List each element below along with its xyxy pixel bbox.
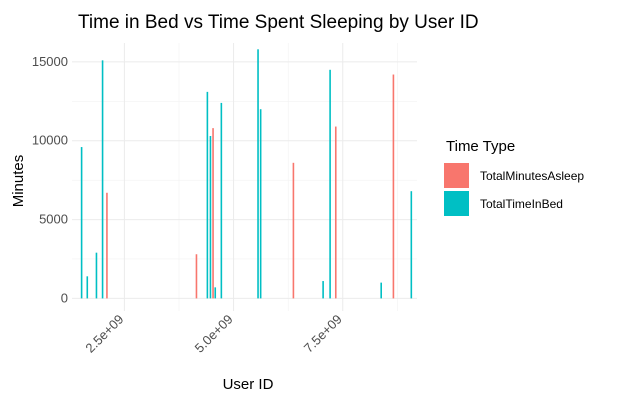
y-tick-label: 15000 — [32, 54, 68, 69]
plot-bars — [80, 49, 413, 299]
x-tick-label: 7.5e+09 — [301, 312, 345, 356]
bar — [322, 281, 324, 299]
bar — [106, 192, 108, 299]
legend-key — [444, 191, 469, 216]
legend-label: TotalMinutesAsleep — [480, 169, 584, 183]
bar — [329, 69, 331, 299]
bar — [206, 91, 209, 299]
bar — [86, 276, 89, 299]
legend-key — [444, 163, 469, 188]
series-TotalMinutesAsleep — [106, 74, 395, 299]
bar — [259, 109, 262, 299]
bar — [212, 128, 214, 299]
y-tick-label: 10000 — [32, 133, 68, 148]
bar — [334, 126, 337, 299]
legend: Time Type TotalMinutesAsleep TotalTimeInB… — [444, 138, 584, 216]
y-tick-label: 0 — [61, 290, 68, 305]
bar — [220, 102, 223, 299]
bar — [101, 60, 104, 299]
bar — [410, 191, 413, 299]
legend-title: Time Type — [446, 138, 515, 155]
bar — [392, 74, 395, 299]
y-tick-label: 5000 — [39, 212, 68, 227]
bar — [214, 287, 217, 299]
y-axis-title: Minutes — [10, 155, 27, 208]
x-tick-label: 5.0e+09 — [192, 312, 236, 356]
bar — [292, 162, 295, 299]
grid — [72, 43, 417, 311]
y-axis-ticks: 0 5000 10000 15000 — [32, 54, 68, 305]
chart-title: Time in Bed vs Time Spent Sleeping by Us… — [78, 12, 479, 33]
x-tick-label: 2.5e+09 — [82, 312, 126, 356]
bar — [380, 282, 382, 299]
bar — [257, 49, 259, 299]
bar — [209, 136, 212, 299]
bar — [95, 252, 98, 299]
legend-label: TotalTimeInBed — [480, 197, 563, 211]
bar — [80, 147, 83, 299]
bar — [195, 254, 198, 299]
series-TotalTimeInBed — [80, 49, 413, 299]
legend-items: TotalMinutesAsleep TotalTimeInBed — [444, 163, 584, 216]
x-axis-title: User ID — [223, 376, 274, 393]
x-axis-ticks: 2.5e+09 5.0e+09 7.5e+09 — [82, 312, 344, 356]
